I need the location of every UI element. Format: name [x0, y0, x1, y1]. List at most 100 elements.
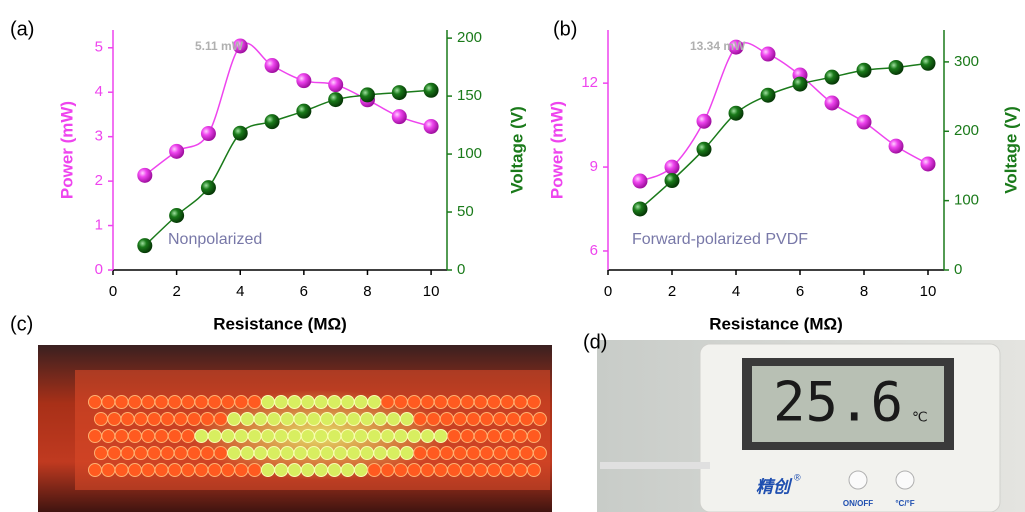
data-point: [296, 73, 311, 88]
led: [254, 413, 267, 426]
led: [261, 464, 274, 477]
led: [142, 396, 155, 409]
panel-label: (d): [583, 331, 607, 353]
led: [168, 430, 181, 443]
led: [315, 396, 328, 409]
y2-tick-label: 150: [457, 87, 482, 104]
led: [168, 396, 181, 409]
led: [374, 413, 387, 426]
panel-label: (a): [10, 18, 34, 40]
led: [427, 413, 440, 426]
x-tick-label: 4: [236, 283, 244, 300]
led: [161, 447, 174, 460]
led: [275, 430, 288, 443]
led: [121, 413, 134, 426]
annotation: Nonpolarized: [168, 231, 262, 248]
led: [520, 413, 533, 426]
led: [461, 464, 474, 477]
led: [448, 430, 461, 443]
data-point: [296, 104, 311, 119]
led: [421, 396, 434, 409]
led: [414, 413, 427, 426]
y2-tick-label: 100: [457, 145, 482, 162]
led: [361, 413, 374, 426]
led: [128, 396, 141, 409]
led: [374, 447, 387, 460]
button: [849, 471, 867, 489]
led: [248, 464, 261, 477]
series-line: [145, 90, 431, 245]
led: [288, 464, 301, 477]
led: [368, 396, 381, 409]
data-point: [392, 85, 407, 100]
y-tick-label: 12: [581, 74, 598, 91]
led: [334, 447, 347, 460]
led: [261, 430, 274, 443]
led: [108, 413, 121, 426]
data-point: [761, 88, 776, 103]
led: [514, 430, 527, 443]
x-tick-label: 2: [668, 283, 676, 300]
data-point: [889, 60, 904, 75]
led: [328, 464, 341, 477]
data-point: [233, 126, 248, 141]
led: [128, 464, 141, 477]
led: [434, 396, 447, 409]
x-tick-label: 4: [732, 283, 740, 300]
led: [328, 430, 341, 443]
y-tick-label: 2: [95, 172, 103, 189]
led: [368, 464, 381, 477]
display-value: 25.6: [773, 371, 903, 434]
led: [235, 396, 248, 409]
led: [168, 464, 181, 477]
annotation: 5.11 mW: [195, 39, 244, 53]
led: [533, 447, 546, 460]
y-axis-title: Power (mW): [57, 101, 76, 199]
led: [347, 413, 360, 426]
button: [896, 471, 914, 489]
data-point: [729, 106, 744, 121]
y2-axis-title: Voltage (V): [1001, 106, 1020, 194]
led: [222, 430, 235, 443]
led: [288, 396, 301, 409]
led: [235, 430, 248, 443]
led: [355, 430, 368, 443]
brand: 精创: [756, 477, 793, 496]
led: [182, 464, 195, 477]
led: [161, 413, 174, 426]
led: [294, 447, 307, 460]
led: [89, 464, 102, 477]
annotation: Forward-polarized PVDF: [632, 231, 808, 248]
led: [467, 413, 480, 426]
display-unit: ℃: [912, 409, 928, 425]
led: [188, 413, 201, 426]
y-tick-label: 0: [95, 261, 103, 278]
data-point: [921, 156, 936, 171]
y-axis-title: Power (mW): [547, 101, 566, 199]
x-tick-label: 6: [300, 283, 308, 300]
led: [95, 447, 108, 460]
led: [195, 430, 208, 443]
led: [381, 464, 394, 477]
x-axis-title: Resistance (MΩ): [709, 314, 843, 333]
data-point: [921, 56, 936, 71]
led: [294, 413, 307, 426]
led: [235, 464, 248, 477]
led: [195, 396, 208, 409]
data-point: [265, 114, 280, 129]
led: [248, 430, 261, 443]
led: [434, 464, 447, 477]
thermometer-photo: 25.6 ℃ 精创 ® ON/OFF °C/°F: [597, 340, 1025, 512]
led: [102, 464, 115, 477]
data-point: [360, 87, 375, 102]
led: [368, 430, 381, 443]
led: [454, 413, 467, 426]
led: [142, 430, 155, 443]
led: [201, 447, 214, 460]
led: [387, 413, 400, 426]
x-tick-label: 0: [604, 283, 612, 300]
data-point: [825, 96, 840, 111]
led: [408, 396, 421, 409]
led: [400, 447, 413, 460]
y2-tick-label: 200: [954, 122, 979, 139]
